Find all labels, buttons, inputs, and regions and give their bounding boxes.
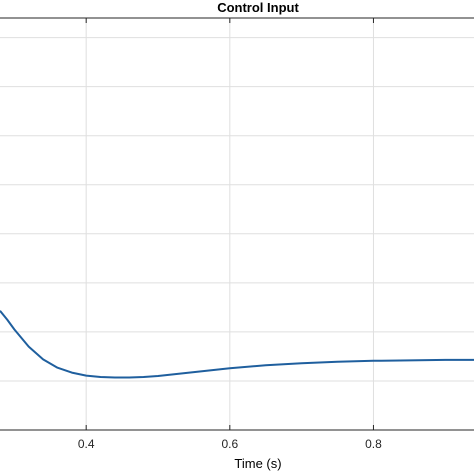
x-tick-label: 0.4 — [78, 437, 95, 451]
series-layer — [0, 310, 474, 379]
grid-lines — [0, 18, 474, 430]
x-tick-label: 0.6 — [221, 437, 238, 451]
x-tick-labels: 0.4 0.6 0.8 — [78, 437, 382, 451]
series-line — [0, 310, 474, 379]
axes-frame — [0, 17, 474, 431]
chart-title: Control Input — [217, 0, 299, 15]
x-tick-label: 0.8 — [365, 437, 382, 451]
x-axis-label: Time (s) — [234, 456, 281, 471]
